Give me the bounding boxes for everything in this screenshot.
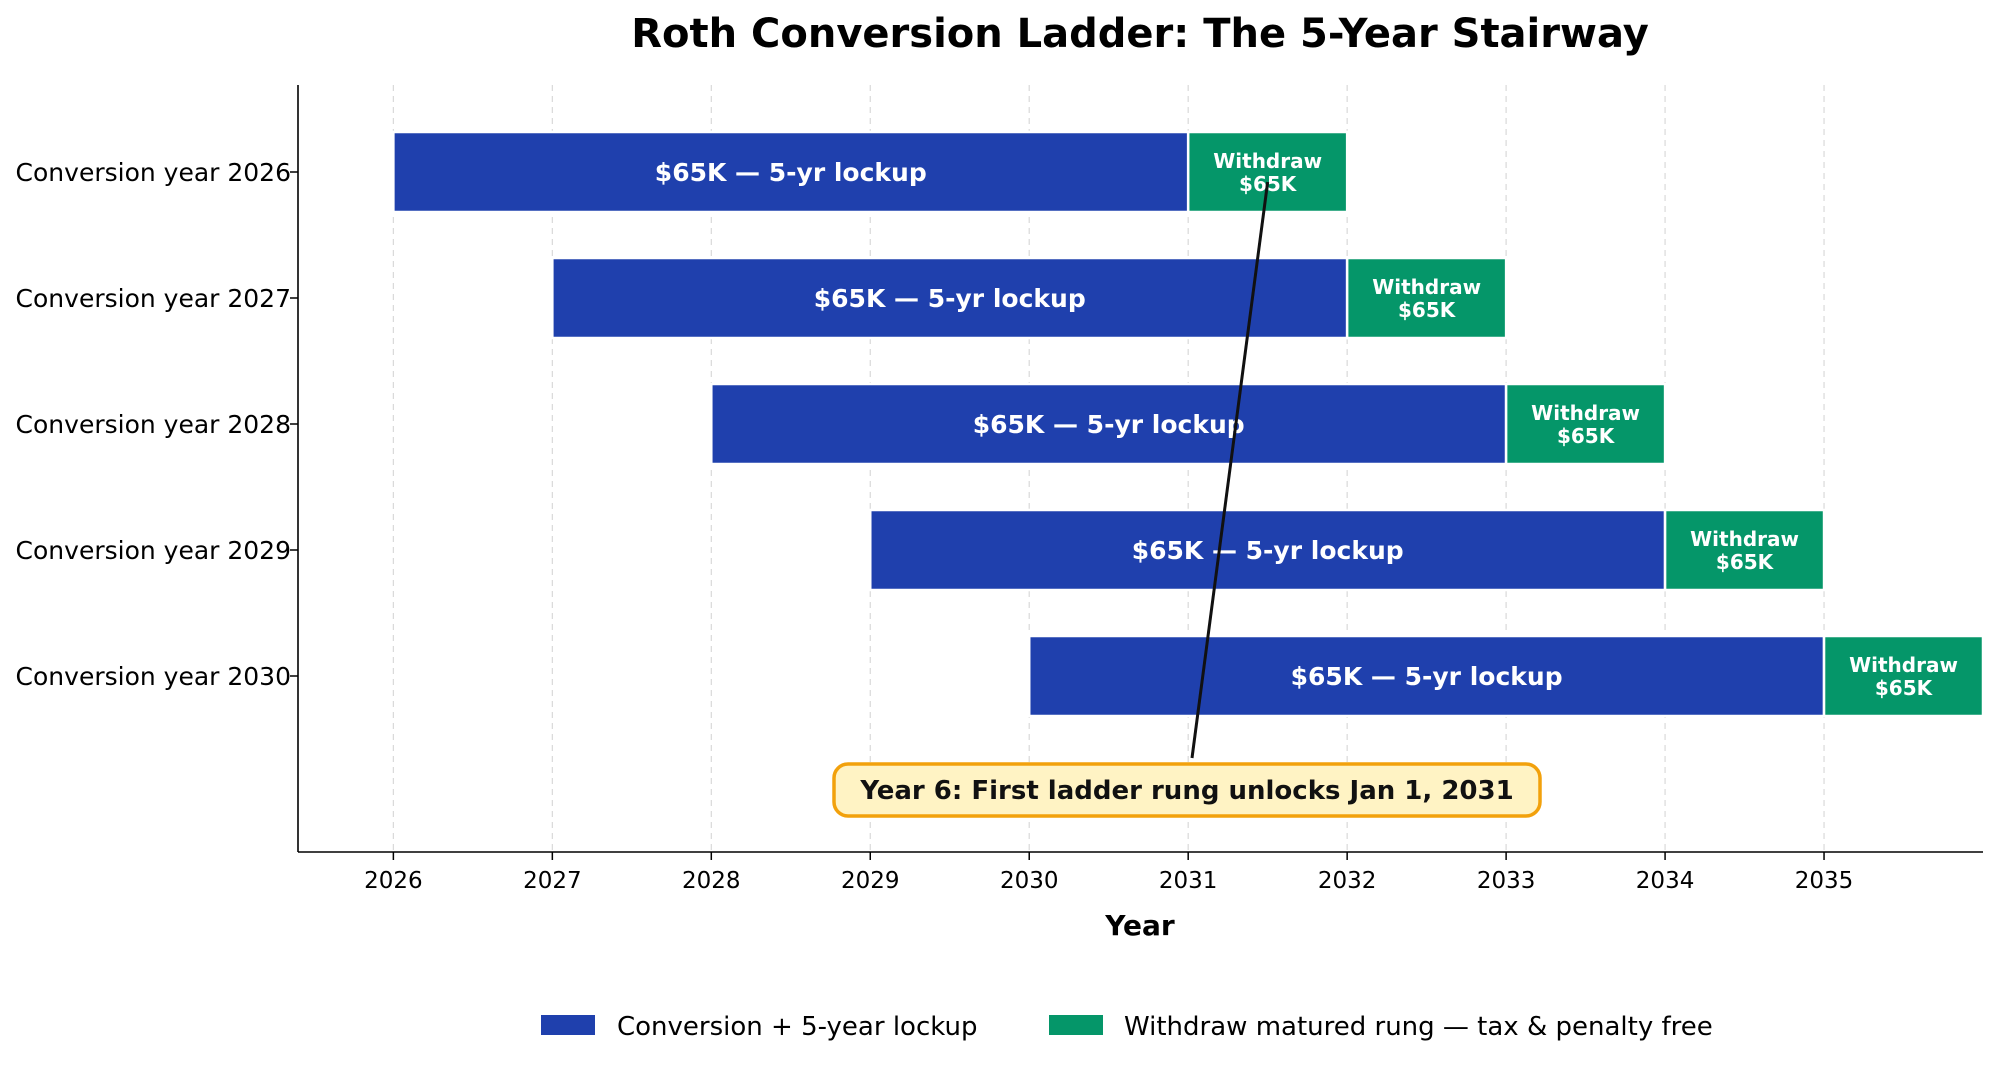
y-tick-label: Conversion year 2029 — [16, 536, 291, 565]
bar-withdraw — [1345, 256, 1508, 340]
bar-withdraw — [1663, 508, 1826, 592]
bar-lockup-label: $65K — 5-yr lockup — [1291, 662, 1563, 691]
bar-lockup — [869, 508, 1667, 592]
x-tick-label: 2027 — [523, 868, 582, 894]
bar-lockup-label: $65K — 5-yr lockup — [1132, 536, 1404, 565]
bar-lockup-label: $65K — 5-yr lockup — [655, 158, 927, 187]
bar-withdraw-label-line1: Withdraw — [1372, 275, 1481, 299]
legend: Conversion + 5-year lockup Withdraw matu… — [541, 1012, 1713, 1042]
annotation-box — [832, 762, 1542, 818]
bar-withdraw-label-line2: $65K — [1398, 298, 1457, 322]
bar-withdraw-label-line1: Withdraw — [1690, 527, 1799, 551]
x-tick-label: 2034 — [1636, 868, 1695, 894]
bar-withdraw — [1186, 130, 1349, 214]
x-tick-label: 2030 — [1000, 868, 1059, 894]
y-tick-label: Conversion year 2026 — [16, 158, 291, 187]
bar-lockup — [1027, 634, 1826, 718]
axes-layer — [297, 85, 1983, 853]
chart-title: Roth Conversion Ladder: The 5-Year Stair… — [631, 11, 1649, 57]
bar-lockup-label: $65K — 5-yr lockup — [814, 284, 1086, 313]
bar-lockup-label: $65K — 5-yr lockup — [973, 410, 1245, 439]
annotation-arrow — [1190, 181, 1270, 759]
bar-withdraw-label-line2: $65K — [1875, 676, 1934, 700]
grid-layer — [392, 85, 1825, 852]
legend-swatch-conversion — [541, 1015, 595, 1035]
legend-label-withdraw: Withdraw matured rung — tax & penalty fr… — [1124, 1012, 1713, 1042]
legend-swatch-withdraw — [1049, 1015, 1103, 1035]
y-tick-label: Conversion year 2028 — [16, 410, 291, 439]
bar-withdraw-label-line1: Withdraw — [1213, 149, 1322, 173]
x-axis-label: Year — [1104, 909, 1175, 942]
bar-withdraw-label-line1: Withdraw — [1531, 401, 1640, 425]
y-tick-label: Conversion year 2030 — [16, 662, 291, 691]
bar-withdraw-label-line2: $65K — [1557, 424, 1616, 448]
x-tick-label: 2028 — [682, 868, 741, 894]
x-tick-label: 2035 — [1795, 868, 1854, 894]
x-tick-label: 2032 — [1318, 868, 1377, 894]
bar-withdraw-label-line2: $65K — [1716, 550, 1775, 574]
bar-withdraw-label-line1: Withdraw — [1849, 653, 1958, 677]
bar-lockup — [392, 130, 1190, 214]
annotation-text: Year 6: First ladder rung unlocks Jan 1,… — [859, 776, 1513, 806]
annotation: Year 6: First ladder rung unlocks Jan 1,… — [832, 181, 1542, 818]
x-tick-label: 2026 — [364, 868, 423, 894]
bar-withdraw — [1822, 634, 1985, 718]
y-tick-label: Conversion year 2027 — [16, 284, 291, 313]
x-tick-label: 2031 — [1159, 868, 1218, 894]
bar-lockup — [710, 382, 1508, 466]
x-tick-label: 2029 — [841, 868, 900, 894]
legend-label-conversion: Conversion + 5-year lockup — [617, 1012, 977, 1042]
bar-withdraw — [1504, 382, 1667, 466]
x-tick-label: 2033 — [1477, 868, 1536, 894]
ticks-layer: 2026 2027 2028 2029 2030 2031 2032 2033 2034 2035… — [16, 158, 1854, 894]
